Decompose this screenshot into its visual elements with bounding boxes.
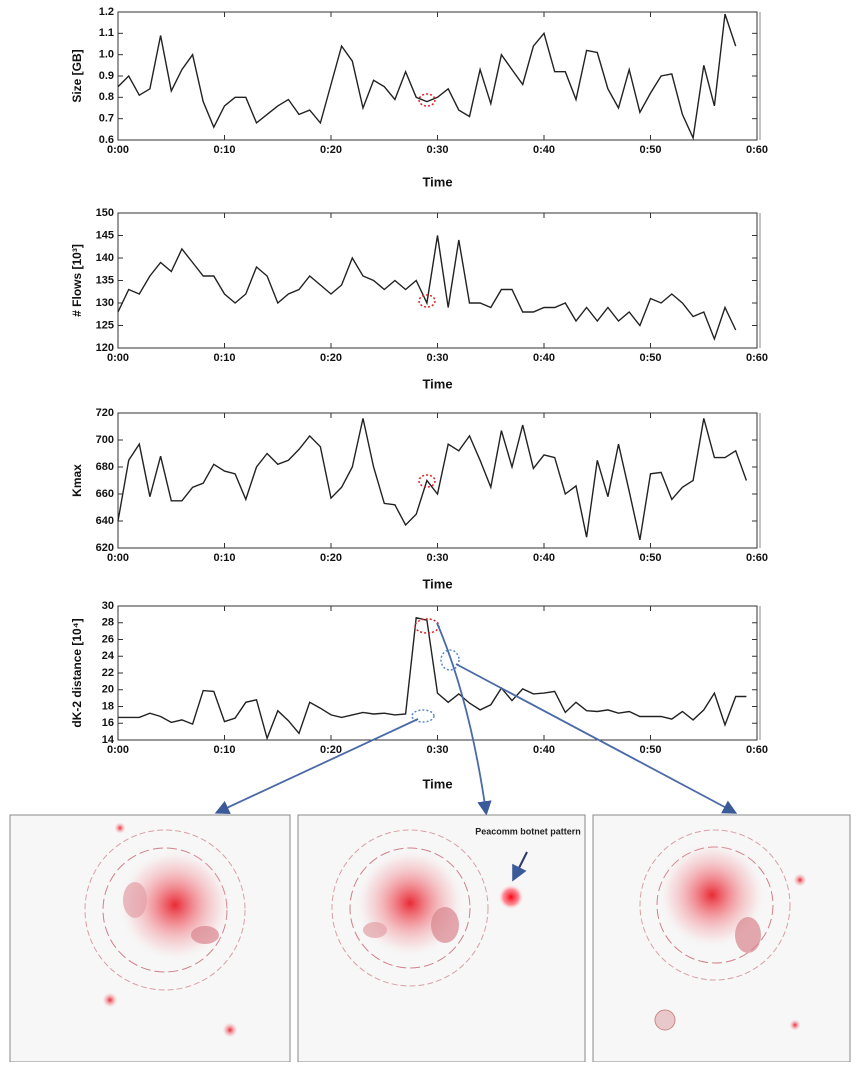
x-tick-label: 0:00 xyxy=(107,144,129,156)
arrow xyxy=(436,622,492,816)
x-tick-label: 0:60 xyxy=(746,352,768,364)
y-tick-label: 18 xyxy=(102,700,114,712)
x-tick-label: 0:20 xyxy=(320,144,342,156)
plot-frame xyxy=(117,212,758,349)
y-tick-label: 1.1 xyxy=(99,27,114,39)
y-axis-label: dK-2 distance [10⁴] xyxy=(70,618,84,727)
data-line xyxy=(117,418,748,541)
y-tick-label: 145 xyxy=(96,229,114,241)
annotation: Peacomm botnet pattern xyxy=(475,826,581,836)
highlight-circle xyxy=(440,649,460,671)
y-tick-label: 150 xyxy=(96,207,114,219)
y-tick-label: 0.8 xyxy=(99,91,114,103)
y-tick-label: 135 xyxy=(96,274,114,286)
y-tick-label: 1.2 xyxy=(99,6,114,18)
y-tick-label: 720 xyxy=(96,407,114,419)
x-axis-label: Time xyxy=(422,576,452,591)
graph-panel: Peacomm botnet pattern xyxy=(297,814,586,1063)
charts: 0.6 0.7 0.8 0.9 1.0 1.1 1.2 0:00 0:10 0:20 0:30 0:4… xyxy=(70,6,768,792)
y-tick-label: 140 xyxy=(96,252,114,264)
line-chart: 14 16 18 20 22 24 26 28 30 0:00 0:10 0:20 0:30 0:40 0:… xyxy=(70,600,768,792)
x-tick-label: 0:30 xyxy=(426,744,448,756)
x-tick-label: 0:00 xyxy=(107,352,129,364)
x-tick-label: 0:20 xyxy=(320,744,342,756)
highlight-circle xyxy=(418,93,436,107)
y-tick-label: 120 xyxy=(96,342,114,354)
graph-panel xyxy=(592,814,851,1063)
x-tick-label: 0:50 xyxy=(639,744,661,756)
highlight-circle xyxy=(411,709,435,723)
x-tick-label: 0:50 xyxy=(639,352,661,364)
x-tick-label: 0:10 xyxy=(213,352,235,364)
x-tick-label: 0:20 xyxy=(320,552,342,564)
x-tick-label: 0:00 xyxy=(107,744,129,756)
arrow xyxy=(455,663,738,814)
x-tick-label: 0:60 xyxy=(746,144,768,156)
x-tick-label: 0:30 xyxy=(426,352,448,364)
y-tick-label: 660 xyxy=(96,488,114,500)
y-tick-label: 28 xyxy=(102,617,114,629)
highlight-circle xyxy=(418,294,436,308)
line-chart: 620 640 660 680 700 720 0:00 0:10 0:20 0:30 0:40 0:… xyxy=(70,407,768,592)
x-axis-label: Time xyxy=(422,376,452,391)
x-axis-label: Time xyxy=(422,174,452,189)
highlight-circle xyxy=(418,474,436,488)
y-axis-label: Size [GB] xyxy=(70,49,84,102)
y-tick-label: 24 xyxy=(102,650,115,662)
data-line xyxy=(118,616,747,741)
arrow xyxy=(512,851,528,882)
y-tick-label: 0.7 xyxy=(99,113,114,125)
y-tick-label: 620 xyxy=(96,542,114,554)
arrow xyxy=(214,718,419,814)
x-tick-label: 0:40 xyxy=(533,144,555,156)
x-tick-label: 0:60 xyxy=(746,552,768,564)
y-tick-label: 680 xyxy=(96,461,114,473)
x-tick-label: 0:50 xyxy=(639,144,661,156)
y-tick-label: 30 xyxy=(102,600,114,612)
x-tick-label: 0:60 xyxy=(746,744,768,756)
x-tick-label: 0:40 xyxy=(533,352,555,364)
x-tick-label: 0:30 xyxy=(426,552,448,564)
y-axis-label: Kmax xyxy=(70,464,84,497)
y-tick-label: 14 xyxy=(102,734,115,746)
y-tick-label: 26 xyxy=(102,633,114,645)
y-axis-label: # Flows [10³] xyxy=(70,244,84,317)
y-tick-label: 0.6 xyxy=(99,134,114,146)
line-chart: 0.6 0.7 0.8 0.9 1.0 1.1 1.2 0:00 0:10 0:20 0:30 0:4… xyxy=(70,6,768,190)
plot-frame xyxy=(117,412,758,549)
x-tick-label: 0:10 xyxy=(213,744,235,756)
x-tick-label: 0:10 xyxy=(213,144,235,156)
x-tick-label: 0:40 xyxy=(533,552,555,564)
x-tick-label: 0:40 xyxy=(533,744,555,756)
graph-panel xyxy=(9,814,291,1063)
plot-frame xyxy=(117,11,758,141)
y-tick-label: 22 xyxy=(102,667,114,679)
y-tick-label: 640 xyxy=(96,515,114,527)
y-tick-label: 130 xyxy=(96,297,114,309)
y-tick-label: 700 xyxy=(96,434,114,446)
data-line xyxy=(117,13,737,141)
plot-frame xyxy=(117,605,758,741)
y-tick-label: 16 xyxy=(102,717,114,729)
x-tick-label: 0:00 xyxy=(107,552,129,564)
y-tick-label: 20 xyxy=(102,684,114,696)
data-line xyxy=(117,235,737,342)
line-chart: 120 125 130 135 140 145 150 0:00 0:10 0:20 0:30 0:4… xyxy=(70,207,768,392)
y-tick-label: 125 xyxy=(96,319,114,331)
y-tick-label: 1.0 xyxy=(99,49,114,61)
x-tick-label: 0:50 xyxy=(639,552,661,564)
x-tick-label: 0:10 xyxy=(213,552,235,564)
x-axis-label: Time xyxy=(422,776,452,791)
y-tick-label: 0.9 xyxy=(99,70,114,82)
x-tick-label: 0:30 xyxy=(426,144,448,156)
x-tick-label: 0:20 xyxy=(320,352,342,364)
